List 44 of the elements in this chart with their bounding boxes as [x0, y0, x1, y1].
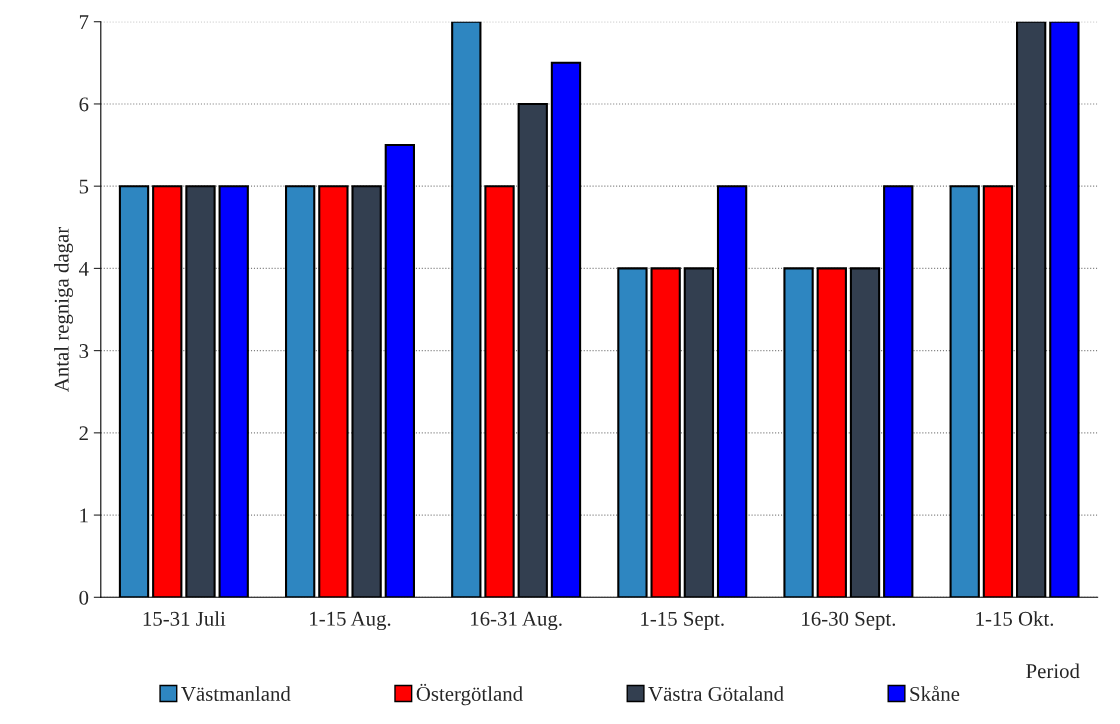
bar [683, 267, 715, 598]
bar [849, 267, 881, 598]
bar [451, 21, 482, 598]
bar [650, 267, 681, 598]
bar [517, 102, 548, 598]
y-tick-label: 2 [79, 426, 88, 441]
x-tick-label: 16-31 Aug. [471, 611, 562, 631]
y-axis-title: Antal regniga dagar [54, 226, 74, 393]
x-tick-label: 16-30 Sept. [802, 611, 896, 631]
legend-label: Västra Götaland [648, 686, 784, 702]
bar [716, 185, 748, 598]
legend-label: Östergötland [416, 683, 523, 706]
bar [883, 185, 914, 598]
bar [1015, 21, 1047, 598]
y-tick-label: 3 [79, 344, 89, 359]
y-tick-label: 1 [80, 508, 88, 523]
bar [351, 185, 382, 598]
bar [783, 267, 814, 598]
bar [484, 185, 515, 598]
y-tick-label: 0 [79, 590, 89, 605]
bar [218, 185, 249, 598]
legend-label: Skåne [910, 685, 960, 701]
bar [185, 185, 216, 598]
bar [1049, 21, 1080, 598]
x-tick-label: 1-15 Sept. [641, 611, 724, 631]
bar [550, 61, 582, 598]
bar [617, 267, 648, 598]
y-tick-label: 5 [79, 179, 89, 194]
bar [982, 185, 1014, 598]
legend-label: Västmanland [181, 686, 291, 702]
bar [152, 185, 183, 598]
bar [285, 185, 316, 598]
y-tick-label: 4 [78, 261, 89, 276]
x-axis-title: Period [1026, 663, 1080, 679]
bar [949, 185, 980, 598]
x-tick-label: 1-15 Okt. [976, 611, 1054, 626]
y-tick-label: 6 [79, 97, 89, 112]
y-tick-label: 7 [79, 15, 89, 29]
bar [318, 185, 349, 598]
bar [118, 185, 150, 598]
x-tick-label: 15-31 Juli [143, 611, 226, 626]
bar [816, 267, 847, 598]
bar [384, 144, 415, 598]
x-tick-label: 1-15 Aug. [310, 611, 391, 631]
